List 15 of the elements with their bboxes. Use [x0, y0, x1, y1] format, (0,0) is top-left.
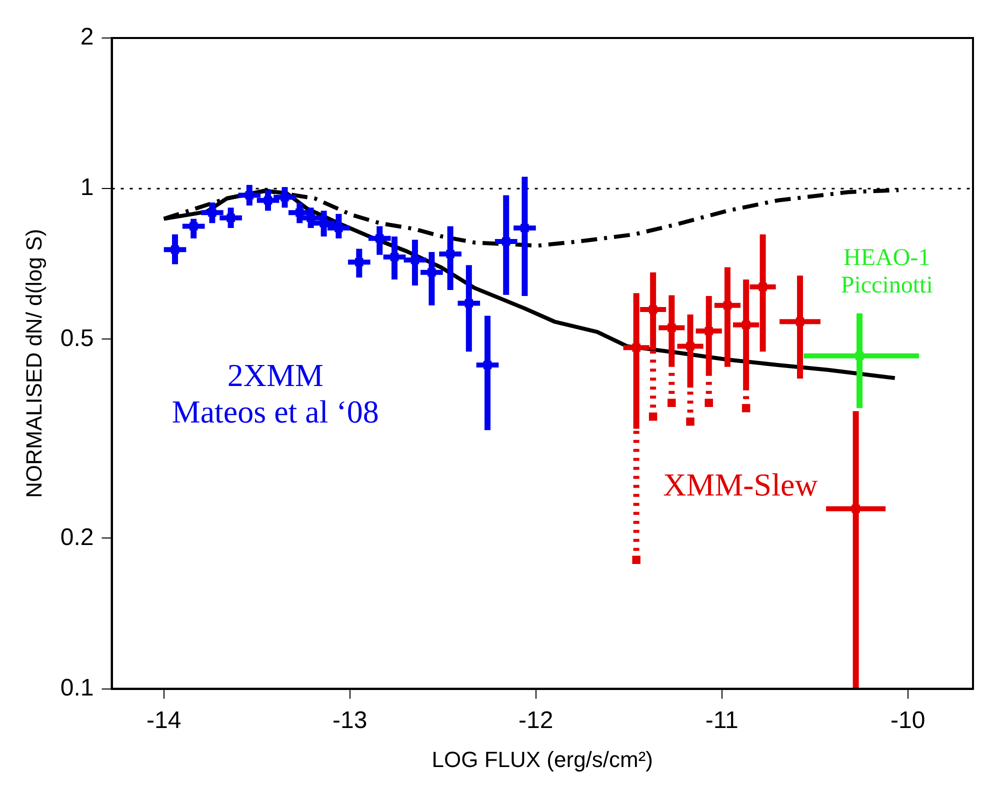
- y-tick-label: 1: [80, 174, 94, 202]
- text: 2XMM Mateos et al ‘08: [172, 356, 379, 430]
- y-axis-title: NORMALISED dN/ d(log S): [21, 228, 46, 498]
- x-axis-title: LOG FLUX (erg/s/cm²): [432, 746, 654, 772]
- x-tick-label: -11: [705, 706, 738, 734]
- x-tick-label: -12: [518, 706, 554, 734]
- x-tick-label: -13: [332, 706, 368, 734]
- x-tick-label: -10: [890, 706, 926, 734]
- y-tick-label: 0.1: [60, 674, 94, 702]
- y-tick-label: 0.2: [60, 524, 94, 551]
- y-tick-label: 2: [80, 24, 94, 51]
- series-label: XMM-Slew: [663, 466, 818, 502]
- text: HEAO-1 Piccinotti: [840, 244, 934, 298]
- y-tick-label: 0.5: [60, 324, 94, 352]
- x-tick-label: -14: [146, 706, 182, 734]
